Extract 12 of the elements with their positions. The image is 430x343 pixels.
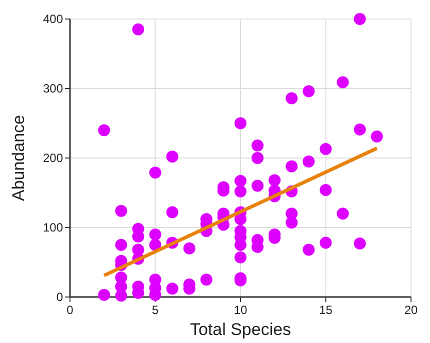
x-tick-label: 20 xyxy=(404,303,418,317)
x-axis-title: Total Species xyxy=(190,320,292,339)
x-tick-label: 0 xyxy=(66,303,74,317)
y-tick-label: 400 xyxy=(42,12,64,26)
y-axis-title: Abundance xyxy=(9,114,28,202)
y-tick-label: 100 xyxy=(42,220,64,234)
y-tick-label: 0 xyxy=(56,290,64,304)
y-tick-label: 300 xyxy=(42,82,64,96)
x-tick-label: 15 xyxy=(319,303,333,317)
x-tick-label: 10 xyxy=(234,303,248,317)
y-tick-label: 200 xyxy=(42,151,64,165)
x-tick-label: 5 xyxy=(152,303,159,317)
